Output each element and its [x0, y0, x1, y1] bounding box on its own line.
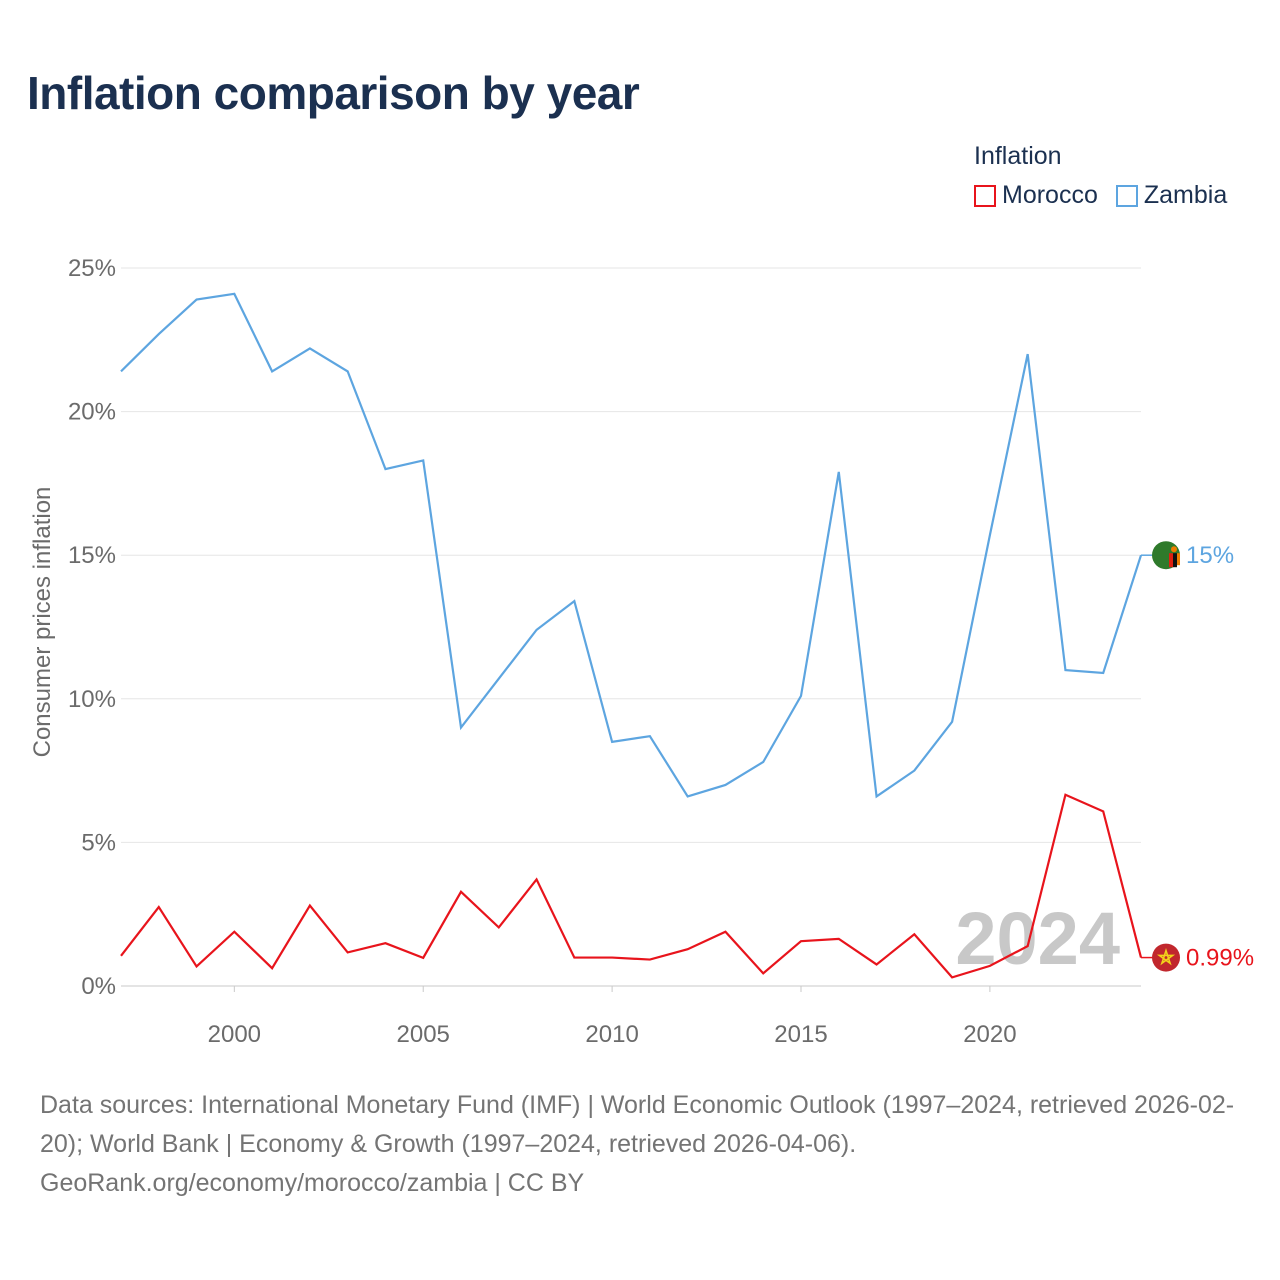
credit-link[interactable]: GeoRank.org/economy/morocco/zambia | CC … [40, 1169, 585, 1197]
x-tick-label: 2020 [963, 1021, 1016, 1048]
legend-item-zambia[interactable]: Zambia [1115, 181, 1228, 210]
legend: Inflation Morocco Zambia [974, 142, 1227, 210]
series-lines [120, 292, 1143, 979]
series-line-morocco[interactable] [120, 793, 1143, 979]
gridlines [121, 267, 1141, 987]
y-tick-label: 0% [81, 973, 116, 1000]
end-markers: 15% 0.99% [1141, 541, 1254, 972]
legend-label-zambia: Zambia [1143, 181, 1228, 209]
y-tick-label: 5% [81, 829, 116, 856]
legend-item-morocco[interactable]: Morocco [974, 181, 1098, 210]
y-tick-label: 25% [68, 255, 116, 282]
y-tick-label: 20% [68, 399, 116, 426]
series-line-zambia[interactable] [120, 292, 1143, 799]
legend-swatch-zambia [1115, 184, 1138, 207]
flag-morocco-icon [1152, 943, 1180, 972]
page-title: Inflation comparison by year [27, 67, 640, 119]
year-watermark: 2024 [955, 897, 1120, 980]
end-label-zambia: 15% [1186, 542, 1234, 569]
legend-title: Inflation [974, 142, 1062, 170]
y-tick-label: 10% [68, 686, 116, 713]
y-axis-label: Consumer prices inflation [29, 487, 56, 758]
x-axis-ticks: 2000 2005 2010 2015 2020 [208, 986, 1017, 1048]
legend-label-morocco: Morocco [1002, 181, 1098, 209]
footer: Data sources: International Monetary Fun… [40, 1086, 1250, 1203]
x-tick-label: 2005 [397, 1021, 450, 1048]
x-tick-label: 2010 [585, 1021, 638, 1048]
x-tick-label: 2015 [774, 1021, 827, 1048]
end-label-morocco: 0.99% [1186, 945, 1254, 972]
flag-zambia-icon [1152, 541, 1180, 570]
y-tick-label: 15% [68, 542, 116, 569]
legend-swatch-morocco [974, 184, 996, 207]
y-axis-ticks: 0% 5% 10% 15% 20% 25% [68, 255, 116, 1000]
line-chart: 0% 5% 10% 15% 20% 25% 2000 2005 2010 2015 2020 20… [29, 255, 1254, 1048]
x-tick-label: 2000 [208, 1021, 261, 1048]
data-sources: Data sources: International Monetary Fun… [40, 1091, 1235, 1158]
